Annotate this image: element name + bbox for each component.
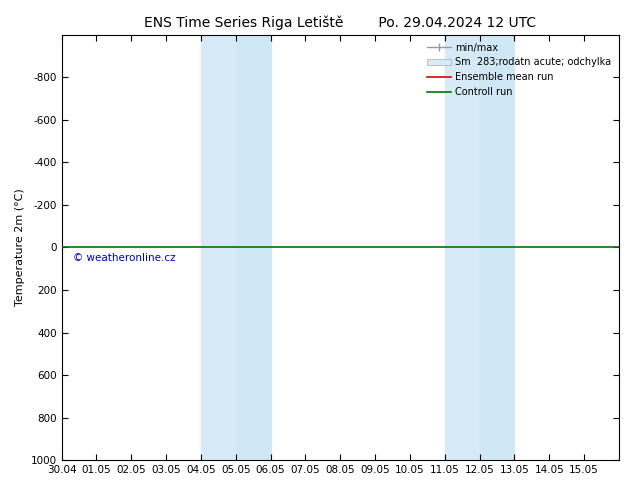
Bar bbox=[480, 35, 514, 460]
Text: © weatheronline.cz: © weatheronline.cz bbox=[73, 253, 176, 263]
Bar bbox=[236, 35, 271, 460]
Legend: min/max, Sm  283;rodatn acute; odchylka, Ensemble mean run, Controll run: min/max, Sm 283;rodatn acute; odchylka, … bbox=[424, 40, 614, 100]
Y-axis label: Temperature 2m (°C): Temperature 2m (°C) bbox=[15, 189, 25, 306]
Title: ENS Time Series Riga Letiště        Po. 29.04.2024 12 UTC: ENS Time Series Riga Letiště Po. 29.04.2… bbox=[144, 15, 536, 29]
Bar bbox=[445, 35, 480, 460]
Bar bbox=[201, 35, 236, 460]
